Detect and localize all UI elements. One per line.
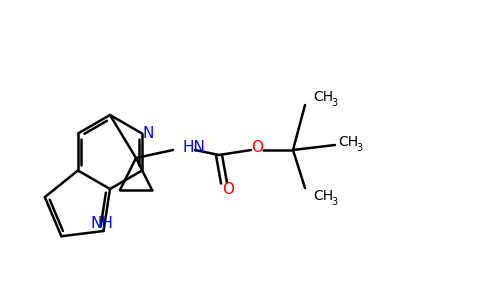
Text: CH: CH (313, 189, 333, 203)
Text: 3: 3 (331, 197, 337, 207)
Text: 3: 3 (331, 98, 337, 108)
Text: 3: 3 (356, 143, 362, 153)
Text: N: N (142, 126, 154, 141)
Text: HN: HN (183, 140, 206, 154)
Text: NH: NH (90, 215, 113, 230)
Text: CH: CH (338, 135, 358, 149)
Text: O: O (222, 182, 234, 196)
Text: CH: CH (313, 90, 333, 104)
Text: O: O (251, 140, 263, 155)
